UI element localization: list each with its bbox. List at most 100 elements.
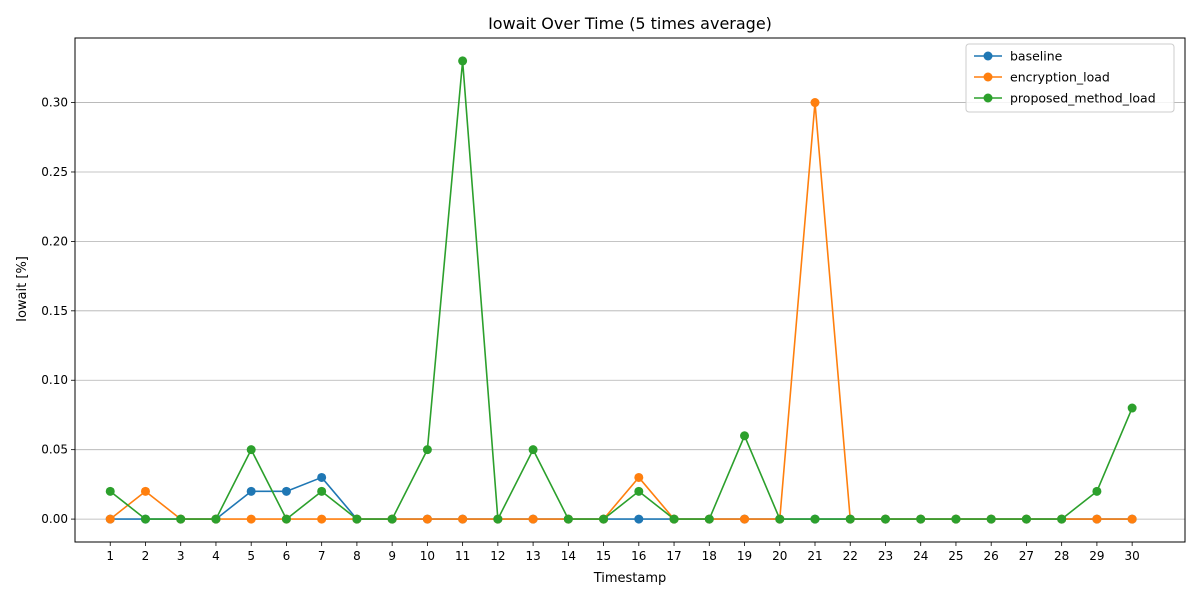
x-tick-label: 14 [561, 549, 576, 563]
plot-series [105, 56, 1137, 524]
data-point [352, 514, 362, 524]
data-point [563, 514, 573, 524]
data-point [105, 486, 115, 496]
x-tick-label: 25 [948, 549, 963, 563]
chart-title: Iowait Over Time (5 times average) [488, 14, 772, 33]
x-tick-label: 7 [318, 549, 326, 563]
data-point [140, 486, 150, 496]
data-point [634, 486, 644, 496]
x-axis-ticks: 1 2 3 4 5 6 7 8 9 10 11 12 13 14 15 16 17 18 19 20 21 22 23 24 2… [106, 542, 1140, 563]
data-point [246, 486, 256, 496]
y-tick-label: 0.30 [41, 96, 68, 110]
data-point [176, 514, 186, 524]
data-point [880, 514, 890, 524]
x-tick-label: 15 [596, 549, 611, 563]
x-tick-label: 22 [843, 549, 858, 563]
x-tick-label: 8 [353, 549, 361, 563]
data-point [845, 514, 855, 524]
data-point [634, 514, 644, 524]
series-proposed-method-load [105, 56, 1137, 524]
data-point [317, 514, 327, 524]
data-point [528, 514, 538, 524]
data-point [669, 514, 679, 524]
data-point [281, 486, 291, 496]
data-point [528, 445, 538, 455]
y-axis-ticks: 0.00 0.05 0.10 0.15 0.20 0.25 0.30 [41, 96, 75, 526]
legend-label: encryption_load [1010, 70, 1110, 85]
legend-item: proposed_method_load [974, 91, 1156, 106]
x-tick-label: 5 [247, 549, 255, 563]
x-tick-label: 4 [212, 549, 220, 563]
x-tick-label: 9 [388, 549, 396, 563]
data-point [740, 431, 750, 441]
data-point [458, 56, 468, 66]
data-point [740, 514, 750, 524]
data-point [317, 486, 327, 496]
legend-marker [983, 93, 993, 103]
data-point [211, 514, 221, 524]
legend-label: proposed_method_load [1010, 91, 1156, 106]
data-point [317, 472, 327, 482]
y-tick-label: 0.20 [41, 234, 68, 248]
legend-box [965, 43, 1175, 113]
data-point [140, 514, 150, 524]
x-tick-label: 29 [1089, 549, 1104, 563]
data-point [986, 514, 996, 524]
data-point [704, 514, 714, 524]
x-tick-label: 13 [525, 549, 540, 563]
x-tick-label: 16 [631, 549, 646, 563]
grid-lines [75, 102, 1185, 520]
data-point [810, 514, 820, 524]
legend-label: baseline [1010, 49, 1063, 64]
x-tick-label: 26 [984, 549, 999, 563]
y-tick-label: 0.10 [41, 373, 68, 387]
y-tick-label: 0.15 [41, 304, 68, 318]
data-point [493, 514, 503, 524]
data-point [1021, 514, 1031, 524]
x-tick-label: 11 [455, 549, 470, 563]
data-point [599, 514, 609, 524]
data-point [775, 514, 785, 524]
x-tick-label: 23 [878, 549, 893, 563]
x-tick-label: 10 [420, 549, 435, 563]
y-axis-title: Iowait [%] [15, 256, 30, 322]
data-point [951, 514, 961, 524]
data-point [1092, 514, 1102, 524]
series-line [109, 60, 1133, 520]
plot-frame [74, 37, 1186, 543]
data-point [1127, 403, 1137, 413]
data-point [1092, 486, 1102, 496]
legend-item: baseline [974, 49, 1063, 64]
x-tick-label: 1 [106, 549, 114, 563]
x-tick-label: 20 [772, 549, 787, 563]
y-tick-label: 0.05 [41, 443, 68, 457]
data-point [246, 514, 256, 524]
data-point [810, 98, 820, 108]
legend-item: encryption_load [974, 70, 1110, 85]
x-tick-label: 2 [142, 549, 150, 563]
x-tick-label: 17 [666, 549, 681, 563]
data-point [422, 445, 432, 455]
x-tick-label: 19 [737, 549, 752, 563]
x-tick-label: 3 [177, 549, 185, 563]
data-point [1057, 514, 1067, 524]
x-tick-label: 21 [807, 549, 822, 563]
legend-marker [983, 72, 993, 82]
y-tick-label: 0.25 [41, 165, 68, 179]
x-axis-title: Timestamp [593, 571, 667, 586]
data-point [634, 472, 644, 482]
data-point [916, 514, 926, 524]
data-point [422, 514, 432, 524]
x-tick-label: 12 [490, 549, 505, 563]
legend-marker [983, 51, 993, 61]
x-tick-label: 27 [1019, 549, 1034, 563]
data-point [387, 514, 397, 524]
data-point [246, 445, 256, 455]
x-tick-label: 18 [702, 549, 717, 563]
data-point [105, 514, 115, 524]
legend: baseline encryption_load proposed_method_l… [965, 43, 1175, 113]
x-tick-label: 28 [1054, 549, 1069, 563]
data-point [1127, 514, 1137, 524]
data-point [458, 514, 468, 524]
